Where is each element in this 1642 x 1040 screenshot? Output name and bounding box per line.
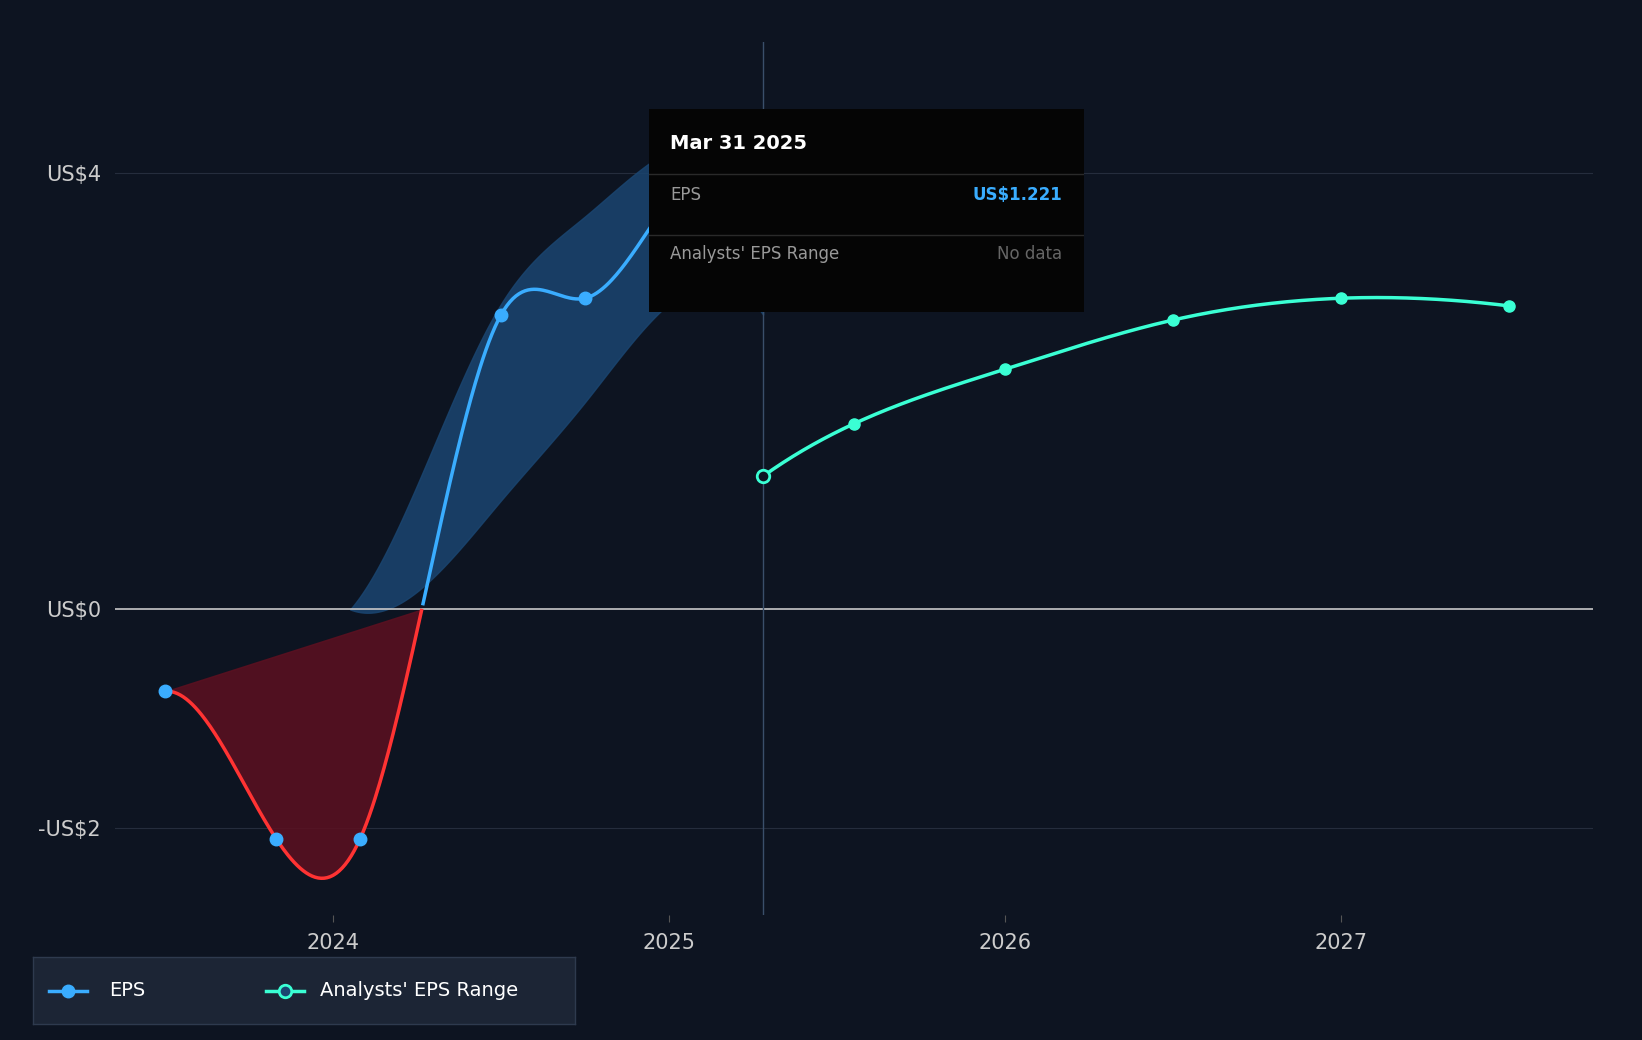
Text: Analysts' EPS Range: Analysts' EPS Range [320,981,519,1000]
Text: Analysts' EPS Range: Analysts' EPS Range [670,245,839,263]
Text: Analysts Forecasts: Analysts Forecasts [780,115,961,134]
Text: Actual: Actual [683,115,754,134]
Text: US$1.221: US$1.221 [972,186,1062,204]
Text: EPS: EPS [670,186,701,204]
Text: EPS: EPS [108,981,144,1000]
Text: Mar 31 2025: Mar 31 2025 [670,133,808,153]
Text: No data: No data [997,245,1062,263]
